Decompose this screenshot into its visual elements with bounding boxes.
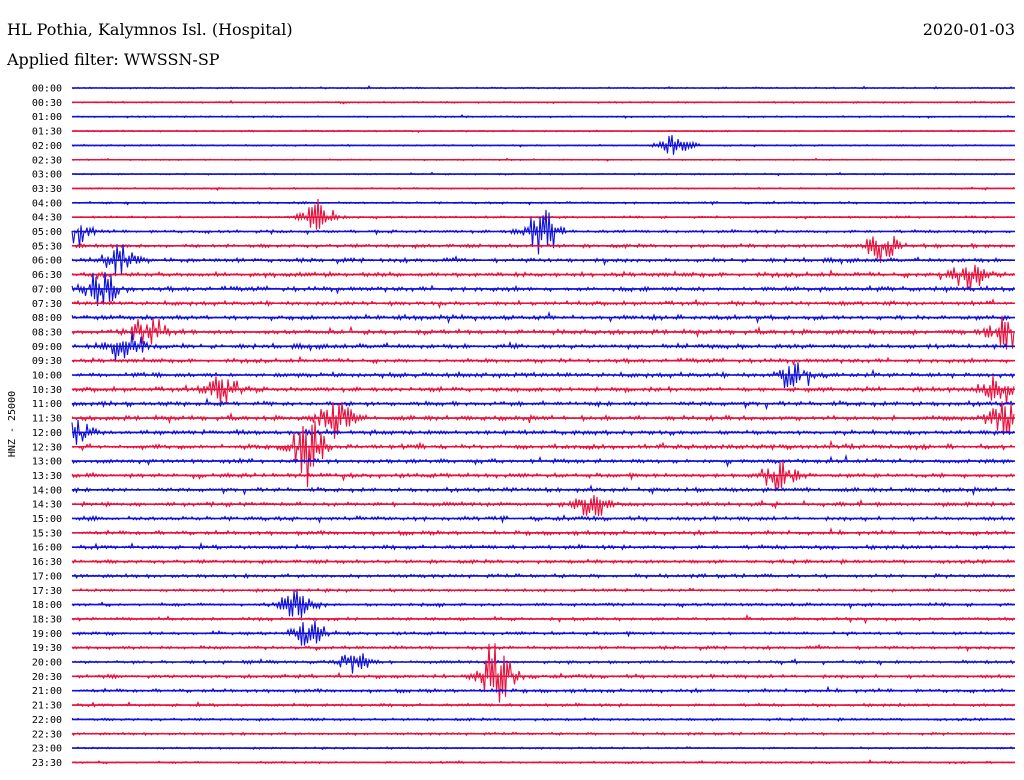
station-title: HL Pothia, Kalymnos Isl. (Hospital) <box>7 20 293 39</box>
row-time-label: 00:30 <box>32 98 62 109</box>
trace-line <box>71 494 1015 517</box>
trace-line <box>71 643 1015 703</box>
row-time-label: 04:30 <box>32 213 62 224</box>
row-time-label: 22:00 <box>32 715 62 726</box>
row-time-label: 10:30 <box>32 385 62 396</box>
row-time-label: 00:00 <box>32 84 62 95</box>
row-time-label: 16:00 <box>32 543 62 554</box>
row-time-label: 01:30 <box>32 127 62 138</box>
row-time-label: 13:30 <box>32 471 62 482</box>
row-time-label: 06:00 <box>32 256 62 267</box>
row-time-label: 23:00 <box>32 744 62 755</box>
row-time-label: 15:00 <box>32 514 62 525</box>
row-time-label: 03:00 <box>32 170 62 181</box>
trace-group <box>71 85 1015 765</box>
row-time-label: 09:00 <box>32 342 62 353</box>
row-time-label: 02:00 <box>32 141 62 152</box>
y-axis-label: HNZ - 25000 <box>7 391 18 457</box>
row-time-label: 15:30 <box>32 528 62 539</box>
row-time-label: 20:00 <box>32 658 62 669</box>
row-time-label: 08:30 <box>32 327 62 338</box>
trace-line <box>71 653 1015 674</box>
row-time-label: 10:00 <box>32 371 62 382</box>
row-label-group: 00:00 00:30 01:00 01:30 02:00 02:30 03:00 03:30… <box>32 84 62 769</box>
row-time-label: 16:30 <box>32 557 62 568</box>
row-time-label: 17:30 <box>32 586 62 597</box>
record-date: 2020-01-03 <box>922 20 1015 39</box>
row-time-label: 17:00 <box>32 571 62 582</box>
row-time-label: 02:30 <box>32 155 62 166</box>
row-time-label: 12:00 <box>32 428 62 439</box>
row-time-label: 18:30 <box>32 614 62 625</box>
row-time-label: 07:00 <box>32 284 62 295</box>
row-time-label: 01:00 <box>32 112 62 123</box>
filter-label: Applied filter: WWSSN-SP <box>7 50 220 69</box>
row-time-label: 06:30 <box>32 270 62 281</box>
row-time-label: 23:30 <box>32 758 62 769</box>
row-time-label: 07:30 <box>32 299 62 310</box>
row-time-label: 21:00 <box>32 686 62 697</box>
row-time-label: 20:30 <box>32 672 62 683</box>
row-time-label: 19:00 <box>32 629 62 640</box>
row-time-label: 03:30 <box>32 184 62 195</box>
trace-line <box>71 401 1015 439</box>
row-time-label: 19:30 <box>32 643 62 654</box>
row-time-label: 14:30 <box>32 500 62 511</box>
row-time-label: 21:30 <box>32 701 62 712</box>
row-time-label: 09:30 <box>32 356 62 367</box>
row-time-label: 04:00 <box>32 198 62 209</box>
row-time-label: 08:00 <box>32 313 62 324</box>
row-time-label: 18:00 <box>32 600 62 611</box>
trace-line <box>71 244 1015 275</box>
row-time-label: 11:30 <box>32 414 62 425</box>
row-time-label: 13:00 <box>32 457 62 468</box>
row-time-label: 05:30 <box>32 241 62 252</box>
row-time-label: 22:30 <box>32 729 62 740</box>
row-time-label: 11:00 <box>32 399 62 410</box>
row-time-label: 12:30 <box>32 442 62 453</box>
row-time-label: 14:00 <box>32 485 62 496</box>
trace-line <box>71 264 1015 290</box>
row-time-label: 05:00 <box>32 227 62 238</box>
trace-line <box>71 198 1015 230</box>
